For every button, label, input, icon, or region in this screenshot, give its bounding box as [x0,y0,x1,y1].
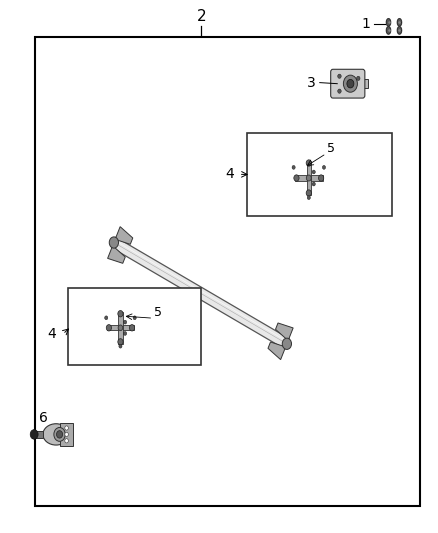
Text: 1: 1 [361,17,370,31]
Text: 3: 3 [307,76,315,90]
Circle shape [119,344,122,348]
Circle shape [318,175,324,181]
Circle shape [343,75,357,92]
Text: 5: 5 [327,142,335,155]
Circle shape [338,89,341,93]
Circle shape [65,432,68,437]
Circle shape [65,426,68,430]
Circle shape [118,311,123,317]
Bar [307,161,311,195]
Circle shape [124,320,127,324]
Circle shape [65,439,68,443]
Polygon shape [268,342,286,360]
Circle shape [282,338,292,350]
Polygon shape [112,237,289,349]
Circle shape [30,430,38,439]
Polygon shape [386,27,391,34]
Circle shape [312,182,315,186]
Bar [68,288,201,365]
Polygon shape [397,19,402,26]
Text: 6: 6 [39,411,48,425]
Bar [118,312,123,344]
Bar [32,431,43,438]
Circle shape [57,431,63,438]
Circle shape [338,74,341,78]
Circle shape [294,175,299,181]
Bar [362,79,368,88]
Circle shape [133,316,136,320]
Ellipse shape [43,424,69,445]
Circle shape [109,237,119,248]
FancyBboxPatch shape [331,69,365,98]
Text: 2: 2 [197,9,206,24]
Text: 5: 5 [154,306,162,319]
Polygon shape [276,323,293,341]
Circle shape [118,338,123,345]
Circle shape [54,427,65,441]
Circle shape [106,325,112,331]
Bar [35,37,420,506]
Text: 4: 4 [226,167,234,181]
Bar [247,133,392,216]
Circle shape [307,196,311,199]
Polygon shape [386,19,391,26]
Circle shape [347,79,354,88]
Circle shape [312,170,315,174]
Circle shape [105,316,108,320]
Polygon shape [108,246,125,263]
Circle shape [124,332,127,335]
Polygon shape [397,27,402,34]
Bar [334,79,340,88]
Polygon shape [115,227,133,244]
Circle shape [306,190,311,196]
Circle shape [306,160,311,166]
Bar [107,325,134,330]
Bar [295,175,323,181]
Text: 4: 4 [47,327,56,341]
Circle shape [357,76,360,80]
Circle shape [118,325,123,330]
Circle shape [306,175,311,181]
Circle shape [322,165,325,169]
Circle shape [292,165,295,169]
Bar [60,423,73,446]
Circle shape [129,325,134,331]
